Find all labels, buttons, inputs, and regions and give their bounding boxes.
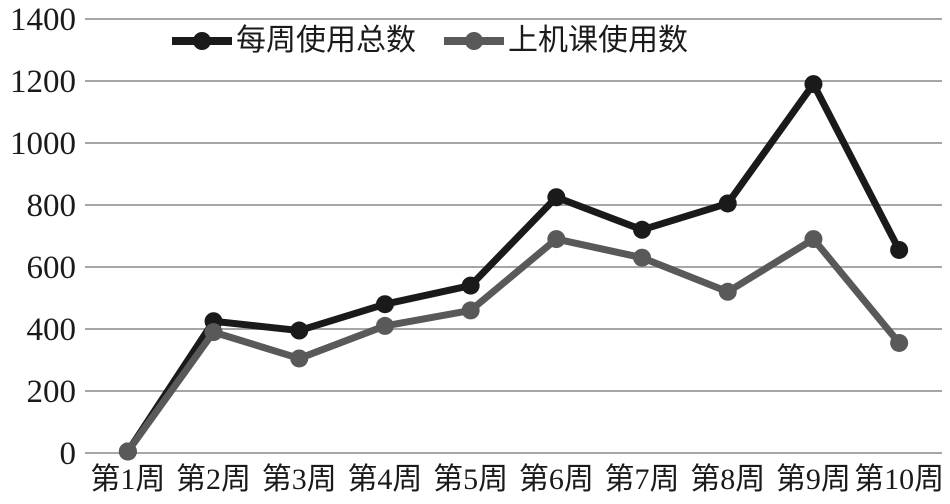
x-axis-tick-label: 第5周 [433, 463, 508, 496]
y-axis-tick-label: 0 [60, 436, 77, 472]
x-axis-tick-label: 第10周 [854, 463, 944, 496]
series-1-marker [375, 316, 394, 335]
legend-item-weekly-total: 每周使用总数 [170, 26, 416, 56]
x-axis-tick-label: 第6周 [519, 463, 594, 496]
legend-item-lab-class: 上机课使用数 [442, 26, 688, 56]
series-0-marker [890, 240, 909, 259]
legend-label-lab-class: 上机课使用数 [508, 24, 688, 57]
chart-legend: 每周使用总数 上机课使用数 [170, 26, 688, 56]
series-0-marker [804, 75, 823, 94]
y-axis-tick-label: 1400 [10, 2, 76, 38]
y-axis-tick-label: 600 [27, 250, 77, 286]
series-1-marker [290, 349, 309, 368]
x-axis-tick-label: 第2周 [176, 463, 251, 496]
x-axis-tick-label: 第3周 [262, 463, 337, 496]
legend-line-dot-icon [444, 32, 504, 50]
series-0-line [124, 80, 903, 455]
x-axis-tick-label: 第8周 [690, 463, 765, 496]
series-1-marker [890, 333, 909, 352]
y-axis-tick-label: 800 [27, 188, 77, 224]
series-1-marker [461, 301, 480, 320]
x-axis-tick-label: 第1周 [90, 463, 165, 496]
series-1-marker [547, 230, 566, 249]
legend-label-weekly-total: 每周使用总数 [236, 24, 416, 57]
series-0-marker [461, 276, 480, 295]
x-axis-tick-label: 第4周 [347, 463, 422, 496]
y-axis-tick-label: 1000 [10, 126, 76, 162]
series-1-marker [718, 282, 737, 301]
series-1-marker [804, 230, 823, 249]
series-0-marker [290, 321, 309, 340]
series-1-marker [633, 248, 652, 267]
y-axis-tick-label: 400 [27, 312, 77, 348]
x-axis-tick-label: 第9周 [776, 463, 851, 496]
series-0-marker [547, 188, 566, 207]
series-0-marker [375, 295, 394, 314]
y-axis-tick-label: 1200 [10, 64, 76, 100]
series-1-line [124, 235, 903, 455]
series-0-marker [633, 220, 652, 239]
series-0-marker [718, 194, 737, 213]
x-axis-tick-label: 第7周 [605, 463, 680, 496]
legend-line-dot-icon [172, 32, 232, 50]
y-axis-tick-label: 200 [27, 374, 77, 410]
series-1-marker [204, 323, 223, 342]
series-1-marker [118, 442, 137, 461]
